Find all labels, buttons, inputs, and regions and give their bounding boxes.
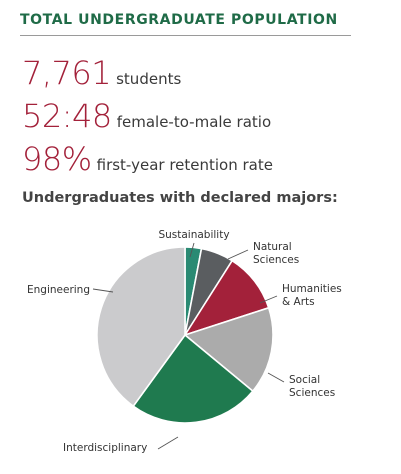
leader-line <box>267 372 285 383</box>
stat-students: 7,761 students <box>22 54 181 92</box>
leader-line <box>259 295 278 304</box>
stat-label: first-year retention rate <box>96 156 273 174</box>
stat-value: 7,761 <box>22 54 112 92</box>
stat-value: 98% <box>22 140 92 178</box>
stat-value: 52:48 <box>22 97 112 135</box>
slice-label: Interdisciplinary <box>63 442 147 454</box>
leader-line <box>227 249 249 260</box>
chart-subtitle: Undergraduates with declared majors: <box>22 190 338 206</box>
title-divider <box>20 35 351 36</box>
slice-label: Natural Sciences <box>253 241 299 266</box>
leader-line <box>157 436 179 450</box>
page-title: TOTAL UNDERGRADUATE POPULATION <box>20 12 338 28</box>
stat-label: female-to-male ratio <box>116 113 272 131</box>
stat-label: students <box>116 70 182 88</box>
pie-slice-engineering <box>96 246 186 408</box>
slice-label: Sustainability <box>158 229 229 241</box>
slice-label: Engineering <box>27 284 90 296</box>
leader-line <box>92 288 114 293</box>
leader-line <box>189 242 195 258</box>
stat-retention: 98% first-year retention rate <box>22 140 273 178</box>
pie-slice-interdisciplinary <box>132 333 254 424</box>
slice-label: Social Sciences <box>289 374 335 399</box>
pie-slice-social-sciences <box>183 306 274 393</box>
slice-label: Humanities & Arts <box>282 283 342 308</box>
stat-ratio: 52:48 female-to-male ratio <box>22 97 271 135</box>
